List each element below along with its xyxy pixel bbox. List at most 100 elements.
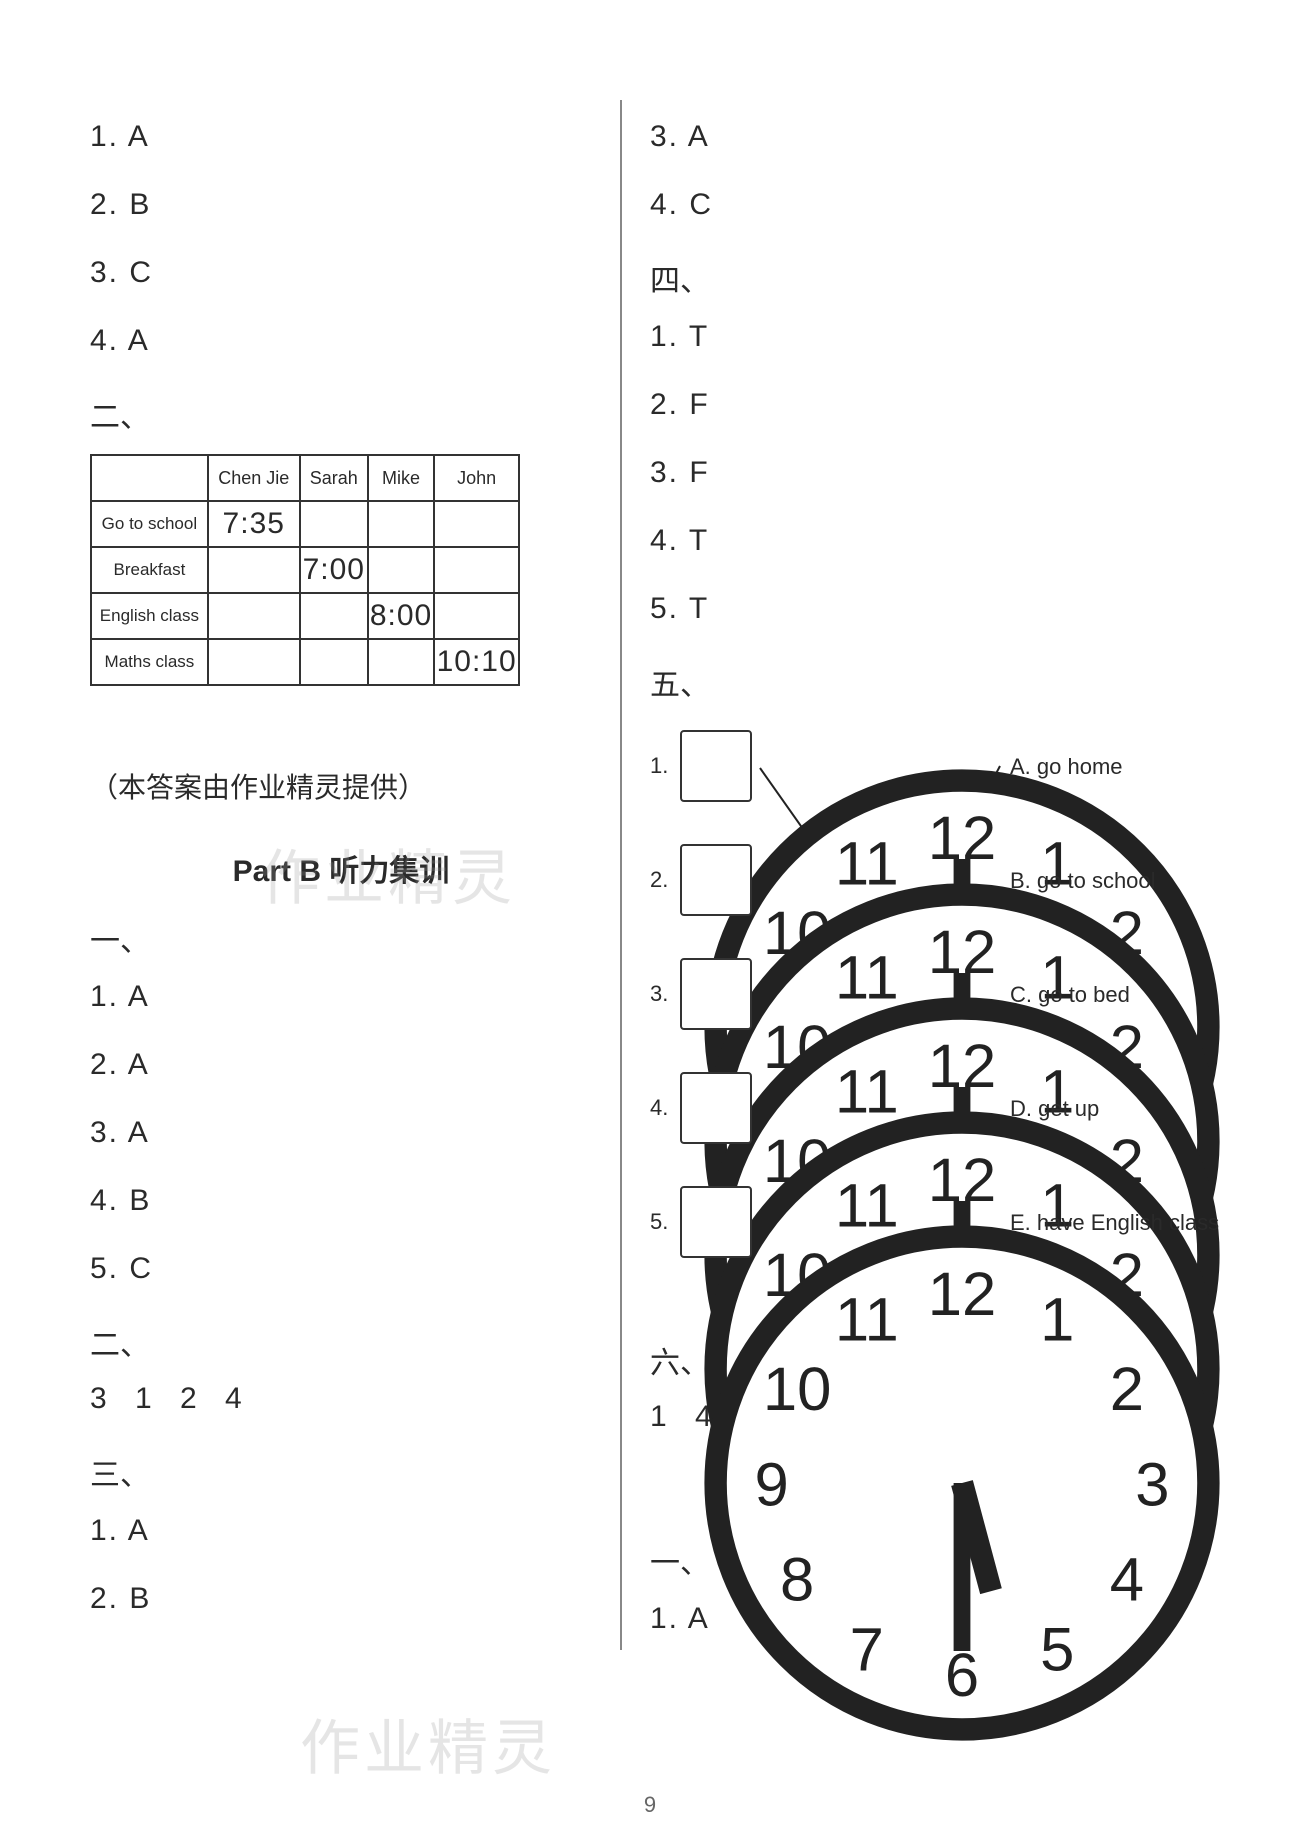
matching-diagram: 1.1234567891011122.1234567891011123.1234… bbox=[650, 722, 1210, 1312]
section-5-label: 五、 bbox=[650, 660, 1210, 704]
svg-text:12: 12 bbox=[928, 1146, 997, 1215]
svg-text:2: 2 bbox=[1110, 1241, 1144, 1310]
match-option: A. go home bbox=[1010, 754, 1123, 780]
svg-text:3: 3 bbox=[1136, 1108, 1170, 1177]
b1-4: 4. B bbox=[90, 1184, 592, 1218]
row-label: English class bbox=[91, 593, 208, 639]
th-sarah: Sarah bbox=[300, 455, 368, 501]
part-b-lesson4-heading: Part B 第四课时 bbox=[650, 1468, 1210, 1512]
svg-text:11: 11 bbox=[835, 944, 899, 1013]
cell: 10:10 bbox=[434, 639, 519, 685]
clock-number: 3. bbox=[650, 981, 668, 1007]
svg-text:11: 11 bbox=[835, 830, 899, 899]
svg-text:8: 8 bbox=[780, 1090, 814, 1159]
cell: 7:00 bbox=[300, 547, 368, 593]
cell bbox=[208, 639, 300, 685]
credit-text: （本答案由作业精灵提供） bbox=[90, 766, 592, 806]
th-chenjie: Chen Jie bbox=[208, 455, 300, 501]
match-option: B. go to school bbox=[1010, 868, 1156, 894]
clock-icon: 123456789101112 bbox=[680, 730, 752, 802]
table-row: English class 8:00 bbox=[91, 593, 519, 639]
table-header-row: Chen Jie Sarah Mike John bbox=[91, 455, 519, 501]
clock-item: 2. 123456789101112 bbox=[650, 844, 752, 916]
clock-item: 3. 123456789101112 bbox=[650, 958, 752, 1030]
svg-text:12: 12 bbox=[928, 918, 997, 987]
row-label: Maths class bbox=[91, 639, 208, 685]
s4-2: 2. F bbox=[650, 388, 1210, 422]
svg-text:4: 4 bbox=[1110, 1090, 1144, 1159]
s4-1: 1. T bbox=[650, 320, 1210, 354]
clock-icon: 123456789101112 bbox=[680, 958, 752, 1030]
svg-text:9: 9 bbox=[755, 1222, 789, 1291]
section-6-label: 六、 bbox=[650, 1338, 1210, 1382]
svg-text:8: 8 bbox=[780, 1204, 814, 1273]
svg-text:10: 10 bbox=[763, 1241, 832, 1310]
cell bbox=[434, 501, 519, 547]
b1-3: 3. A bbox=[90, 1116, 592, 1150]
svg-text:12: 12 bbox=[928, 1260, 997, 1329]
r3-3: 3. A bbox=[650, 120, 1210, 154]
s4-4: 4. T bbox=[650, 524, 1210, 558]
b1-1: 1. A bbox=[90, 980, 592, 1014]
column-divider bbox=[620, 100, 622, 1650]
svg-text:7: 7 bbox=[850, 1159, 884, 1228]
left-column: 1. A 2. B 3. C 4. A 二、 Chen Jie Sarah Mi… bbox=[70, 100, 612, 1778]
r3-4: 4. C bbox=[650, 188, 1210, 222]
clock-icon: 123456789101112 bbox=[680, 1072, 752, 1144]
cell bbox=[208, 593, 300, 639]
section-b2-label: 二、 bbox=[90, 1320, 592, 1364]
cell bbox=[368, 501, 434, 547]
b2-sequence: 3 1 2 4 bbox=[90, 1382, 592, 1416]
part-b-listening-heading: Part B 听力集训 bbox=[90, 846, 592, 890]
table-row: Breakfast 7:00 bbox=[91, 547, 519, 593]
svg-text:7: 7 bbox=[850, 1273, 884, 1342]
b3-1: 1. A bbox=[90, 1514, 592, 1548]
q1-2: 2. B bbox=[90, 188, 592, 222]
svg-text:10: 10 bbox=[763, 899, 832, 968]
match-option: D. get up bbox=[1010, 1096, 1099, 1122]
svg-text:6: 6 bbox=[945, 1641, 979, 1710]
match-option: C. go to bed bbox=[1010, 982, 1130, 1008]
cell bbox=[368, 547, 434, 593]
svg-text:5: 5 bbox=[1040, 1273, 1074, 1342]
svg-text:6: 6 bbox=[945, 1185, 979, 1254]
page-number: 9 bbox=[644, 1792, 656, 1818]
cell bbox=[300, 501, 368, 547]
svg-text:11: 11 bbox=[835, 1058, 899, 1127]
schedule-table: Chen Jie Sarah Mike John Go to school 7:… bbox=[90, 454, 520, 686]
c1-1: 1. A bbox=[650, 1602, 1210, 1636]
q1-3: 3. C bbox=[90, 256, 592, 290]
table-row: Go to school 7:35 bbox=[91, 501, 519, 547]
section-b1-label: 一、 bbox=[90, 916, 592, 960]
svg-text:12: 12 bbox=[928, 1032, 997, 1101]
cell bbox=[434, 547, 519, 593]
q1-1: 1. A bbox=[90, 120, 592, 154]
svg-text:9: 9 bbox=[755, 1108, 789, 1177]
clock-number: 2. bbox=[650, 867, 668, 893]
s6-sequence: 1 4 5 2 3 bbox=[650, 1400, 1210, 1434]
svg-text:10: 10 bbox=[763, 1013, 832, 1082]
svg-text:3: 3 bbox=[1136, 994, 1170, 1063]
clock-icon: 123456789101112 bbox=[680, 1186, 752, 1258]
cell bbox=[300, 639, 368, 685]
clock-item: 4. 123456789101112 bbox=[650, 1072, 752, 1144]
clock-number: 5. bbox=[650, 1209, 668, 1235]
th-john: John bbox=[434, 455, 519, 501]
cell: 8:00 bbox=[368, 593, 434, 639]
cell: 7:35 bbox=[208, 501, 300, 547]
svg-text:10: 10 bbox=[763, 1127, 832, 1196]
match-option: E. have English class bbox=[1010, 1210, 1219, 1236]
section-b3-label: 三、 bbox=[90, 1450, 592, 1494]
cell bbox=[368, 639, 434, 685]
clock-number: 4. bbox=[650, 1095, 668, 1121]
section-2-label: 二、 bbox=[90, 392, 592, 436]
table-row: Maths class 10:10 bbox=[91, 639, 519, 685]
section-c1-label: 一、 bbox=[650, 1538, 1210, 1582]
svg-text:11: 11 bbox=[835, 1172, 899, 1241]
q1-4: 4. A bbox=[90, 324, 592, 358]
s4-5: 5. T bbox=[650, 592, 1210, 626]
cell bbox=[434, 593, 519, 639]
svg-text:2: 2 bbox=[1110, 1013, 1144, 1082]
row-label: Breakfast bbox=[91, 547, 208, 593]
clock-icon: 123456789101112 bbox=[680, 844, 752, 916]
